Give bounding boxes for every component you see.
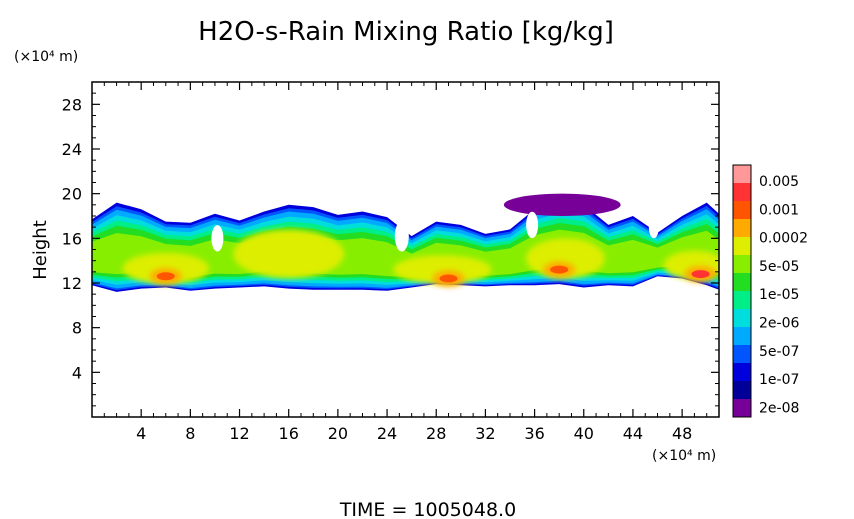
x-tick-label: 48	[672, 424, 692, 443]
colorbar-swatch	[733, 327, 751, 346]
colorbar-swatch	[733, 201, 751, 220]
y-tick-label: 16	[62, 229, 82, 248]
purple-region	[503, 193, 621, 216]
colorbar-swatch	[733, 255, 751, 274]
colorbar-swatch	[733, 381, 751, 400]
colorbar-label: 0.001	[759, 202, 799, 218]
hotspot-inner	[691, 270, 710, 279]
colorbar-label: 1e-05	[759, 287, 799, 303]
colorbar-label: 2e-06	[759, 316, 799, 332]
colorbar-swatch	[733, 273, 751, 292]
colorbar-swatch	[733, 309, 751, 328]
contour-core	[393, 255, 492, 285]
x-tick-label: 16	[279, 424, 299, 443]
x-tick-label: 20	[328, 424, 348, 443]
colorbar-swatch	[733, 345, 751, 364]
x-unit-label: (×10⁴ m)	[652, 448, 716, 464]
y-tick-label: 24	[62, 140, 82, 159]
colorbar-swatch	[733, 183, 751, 202]
colorbar-label: 5e-07	[759, 344, 799, 360]
contour-gap	[211, 225, 224, 252]
colorbar-label: 2e-08	[759, 400, 799, 416]
x-tick-label: 36	[524, 424, 544, 443]
contour-field	[92, 193, 719, 292]
y-axis-label: Height	[30, 220, 51, 280]
x-tick-label: 32	[475, 424, 495, 443]
colorbar-label: 1e-07	[759, 372, 799, 388]
colorbar-swatch	[733, 363, 751, 382]
colorbar: 0.005 0.001 0.0002 5e-05 1e-05 2e-06 5e-07 1e-0…	[732, 164, 808, 418]
x-tick-label: 40	[574, 424, 594, 443]
contour-core	[233, 229, 345, 279]
contour-gap	[394, 220, 409, 252]
chart-title: H2O-s-Rain Mixing Ratio [kg/kg]	[198, 17, 614, 47]
y-unit-label: (×10⁴ m)	[14, 49, 78, 65]
y-tick-label: 12	[62, 274, 82, 293]
contour-gap	[648, 216, 659, 239]
time-footer: TIME = 1005048.0	[339, 499, 516, 519]
x-tick-label: 4	[136, 424, 146, 443]
y-axis-ticks: 4 8 12 16 20 24 28	[62, 92, 719, 407]
colorbar-swatch	[733, 399, 751, 418]
x-tick-label: 8	[185, 424, 195, 443]
x-tick-label: 24	[377, 424, 397, 443]
colorbar-label: 0.005	[759, 174, 799, 190]
hotspot-inner	[550, 265, 569, 274]
hotspot-inner	[439, 274, 458, 283]
x-axis-ticks: 4 8 12 16 20 24 28 32 36 40 44 48	[103, 82, 708, 443]
contour-gap	[526, 211, 539, 239]
colorbar-swatch	[733, 219, 751, 238]
y-tick-label: 4	[72, 363, 82, 382]
hotspot-inner	[156, 272, 175, 281]
colorbar-swatch	[733, 237, 751, 256]
colorbar-label: 0.0002	[759, 231, 808, 247]
y-tick-label: 28	[62, 95, 82, 114]
y-tick-label: 8	[72, 319, 82, 338]
y-tick-label: 20	[62, 185, 82, 204]
colorbar-label: 5e-05	[759, 259, 799, 275]
x-tick-label: 28	[426, 424, 446, 443]
x-tick-label: 44	[623, 424, 643, 443]
x-tick-label: 12	[229, 424, 249, 443]
colorbar-swatch	[733, 165, 751, 184]
colorbar-swatch	[733, 291, 751, 310]
colorbar-frame	[732, 164, 752, 418]
